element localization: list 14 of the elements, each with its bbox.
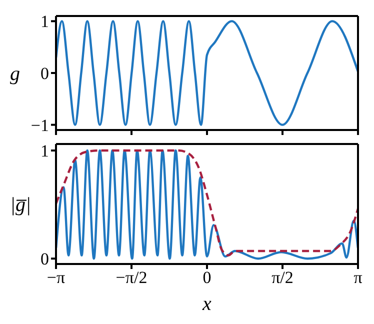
x-tick-label: −π <box>46 268 66 288</box>
y-tick-label: 1 <box>40 142 49 161</box>
x-tick-label: π/2 <box>272 268 294 288</box>
x-tick-label: −π/2 <box>116 268 148 288</box>
y-tick-label: −1 <box>30 116 49 135</box>
y-axis-title: |g̅| <box>10 194 31 216</box>
line-series <box>56 20 358 126</box>
y-tick-label: 0 <box>40 250 49 269</box>
x-axis-title: x <box>202 293 212 315</box>
y-axis-title: g <box>10 63 20 86</box>
y-tick-label: 0 <box>40 64 49 84</box>
y-tick-label: 1 <box>40 12 49 32</box>
x-tick-label: π <box>354 268 363 288</box>
x-tick-label: 0 <box>202 268 212 288</box>
